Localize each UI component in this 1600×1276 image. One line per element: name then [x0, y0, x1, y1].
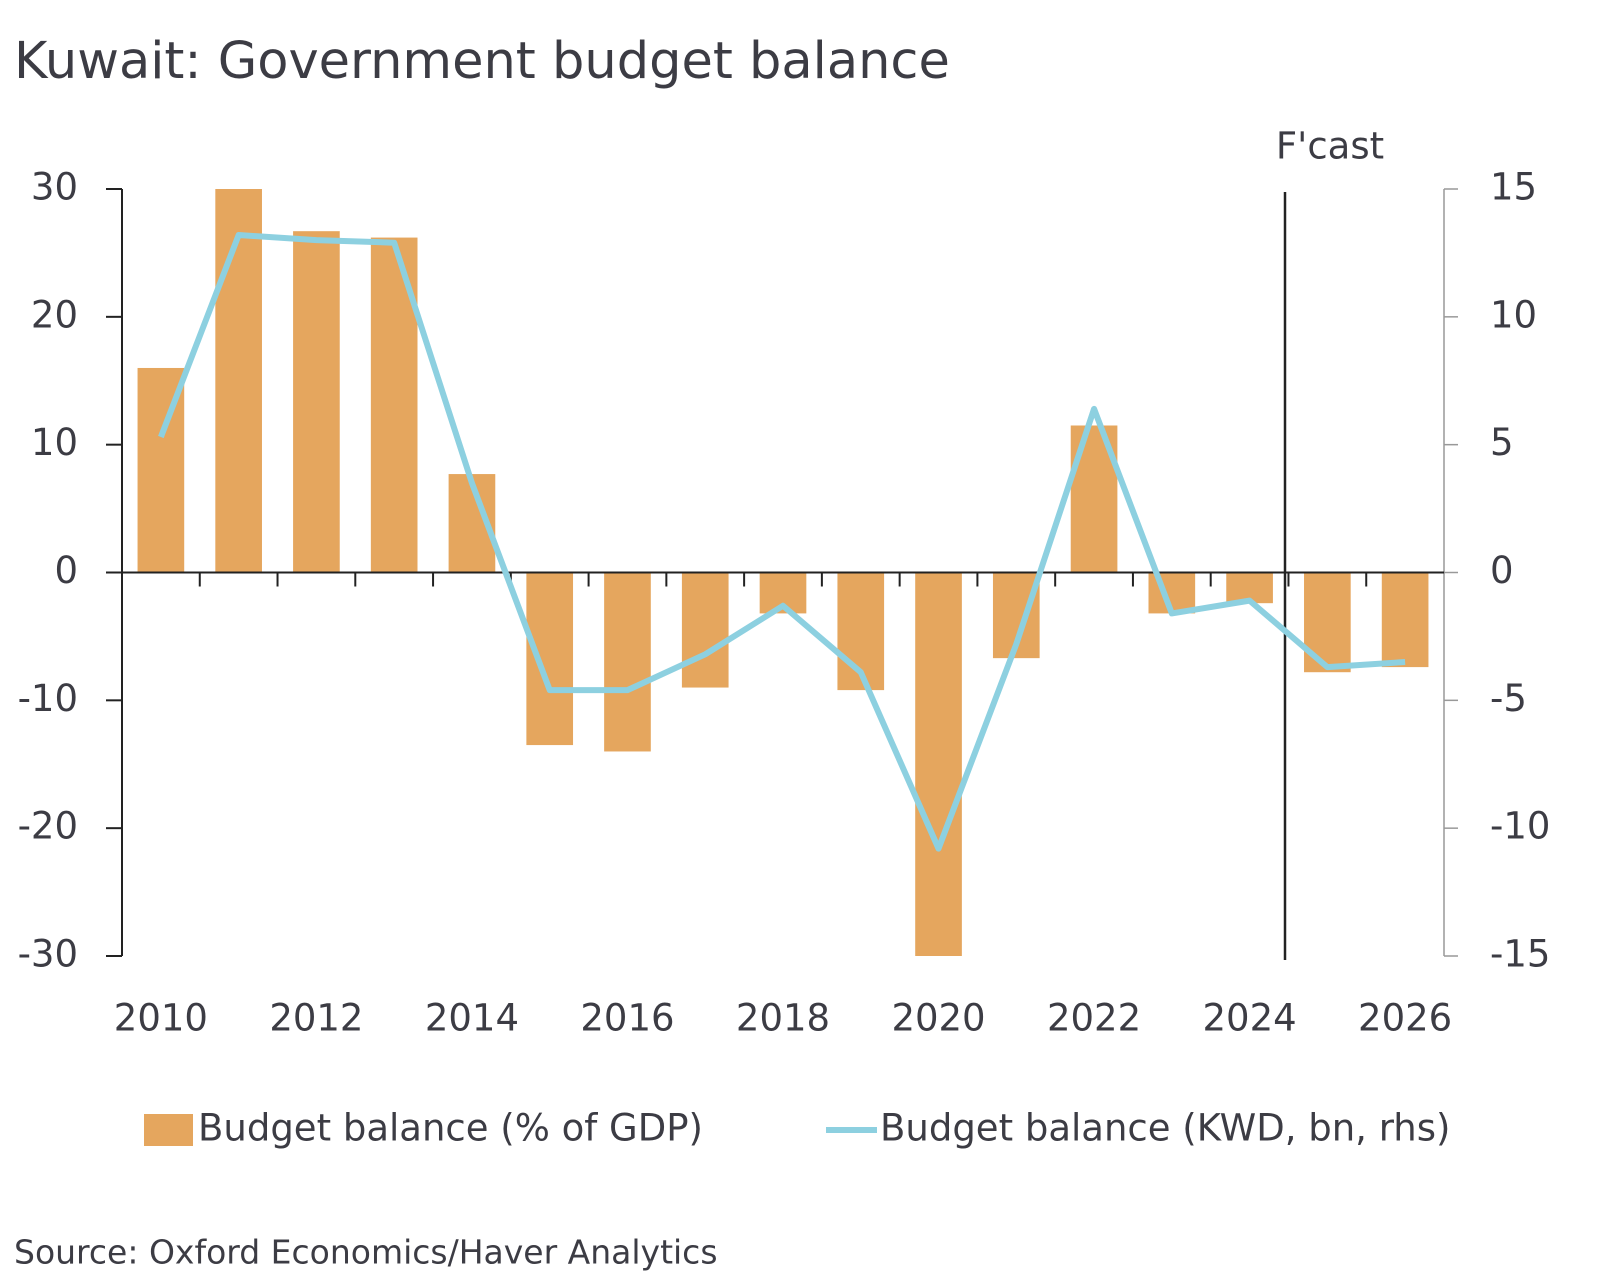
- legend-swatch: [144, 1114, 193, 1146]
- y2-tick-label: 15: [1490, 166, 1537, 209]
- x-tick-label: 2022: [1047, 997, 1141, 1040]
- bar: [293, 231, 340, 573]
- x-tick-label: 2016: [580, 997, 674, 1040]
- legend-label: Budget balance (% of GDP): [198, 1107, 703, 1150]
- y-tick-label: -20: [18, 805, 78, 848]
- y2-tick-label: 5: [1490, 421, 1514, 464]
- bar: [915, 572, 962, 956]
- x-tick-label: 2010: [114, 997, 208, 1040]
- bar: [681, 572, 729, 688]
- y-tick-label: 10: [31, 421, 78, 464]
- y-tick-label: -10: [18, 677, 78, 720]
- y-tick-label: -30: [18, 933, 78, 976]
- bar: [215, 189, 262, 573]
- y-tick-label: 20: [31, 293, 78, 336]
- y2-tick-label: -5: [1490, 677, 1527, 720]
- legend-label: Budget balance (KWD, bn, rhs): [880, 1107, 1450, 1150]
- bar: [604, 572, 651, 752]
- x-tick-label: 2018: [736, 997, 830, 1040]
- x-tick-label: 2012: [269, 997, 363, 1040]
- bar: [526, 572, 574, 746]
- y2-tick-label: -10: [1490, 805, 1550, 848]
- x-tick-label: 2014: [425, 997, 519, 1040]
- x-tick-label: 2020: [891, 997, 985, 1040]
- x-tick-label: 2026: [1358, 997, 1452, 1040]
- bar: [1381, 572, 1429, 668]
- y2-tick-label: 0: [1490, 549, 1514, 592]
- y2-tick-label: -15: [1490, 933, 1550, 976]
- chart-title: Kuwait: Government budget balance: [14, 32, 950, 91]
- y-tick-label: 30: [31, 166, 78, 209]
- x-tick-label: 2024: [1203, 997, 1297, 1040]
- line: [158, 232, 1406, 852]
- bar: [1304, 572, 1351, 673]
- y2-tick-label: 10: [1490, 293, 1537, 336]
- source-note: Source: Oxford Economics/Haver Analytics: [14, 1233, 718, 1272]
- y-tick-label: 0: [54, 549, 78, 592]
- forecast-label: F'cast: [1276, 125, 1384, 168]
